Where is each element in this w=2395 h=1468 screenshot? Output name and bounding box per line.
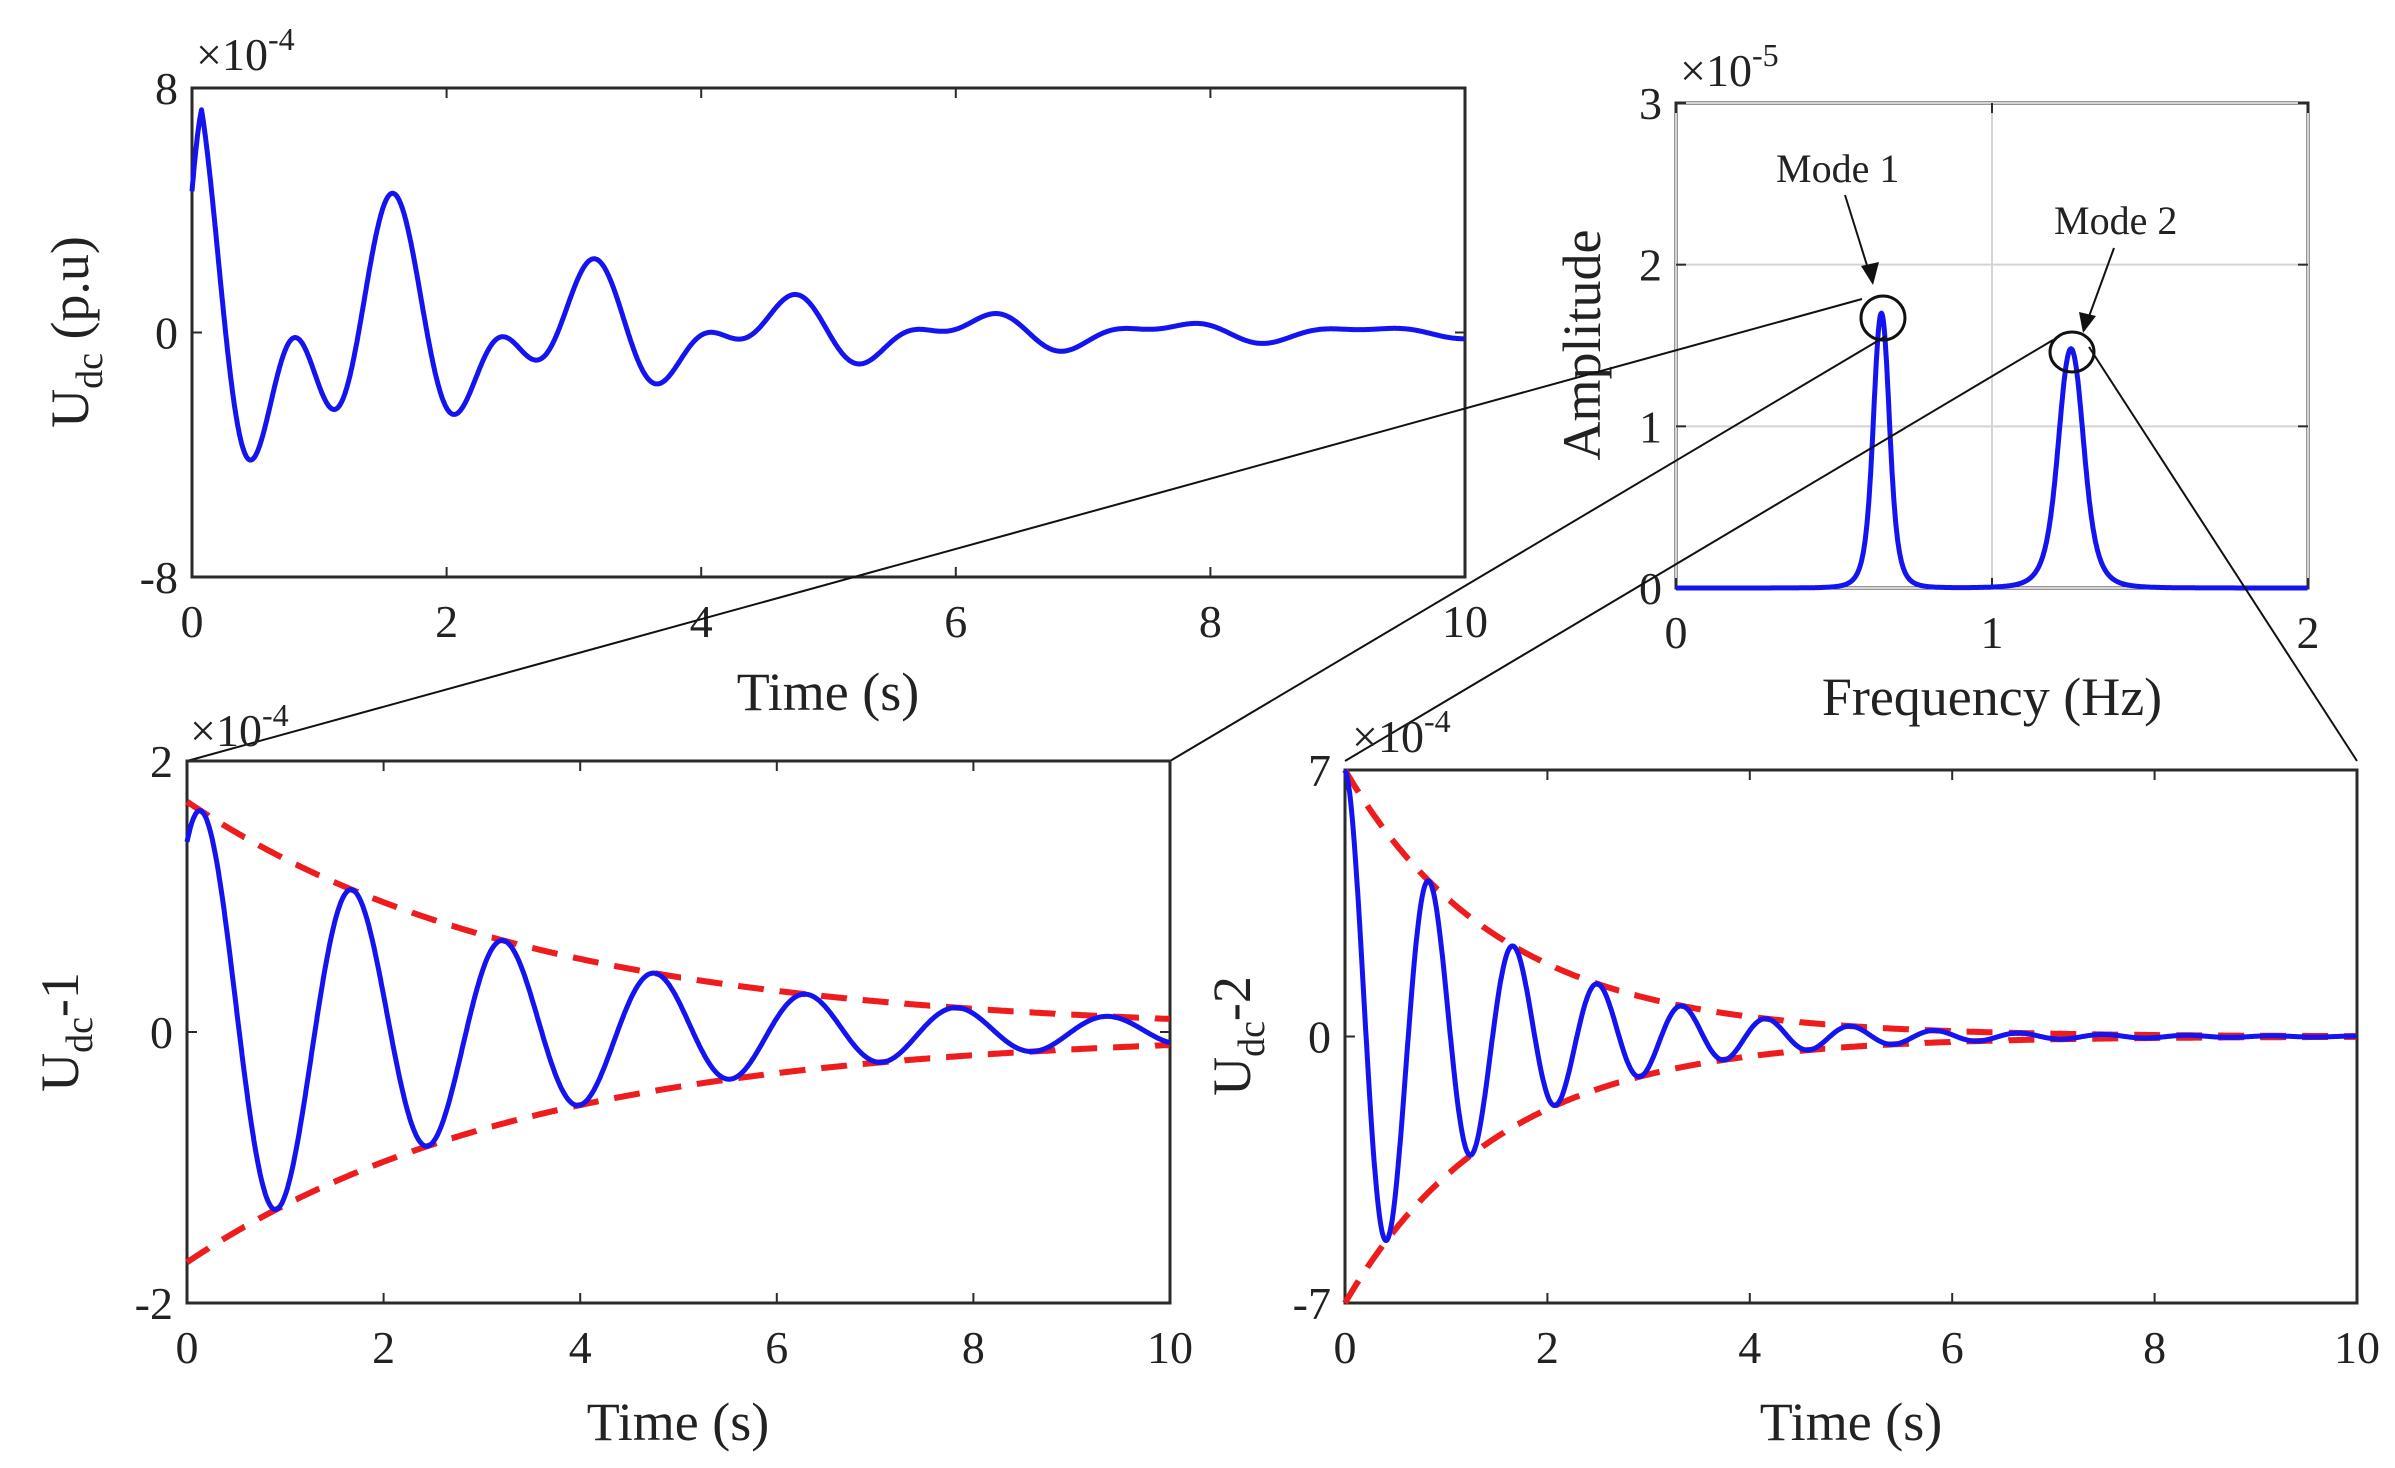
- mode2-xtick-label: 8: [2143, 1322, 2166, 1373]
- spectrum-signal-line: [1674, 310, 2310, 591]
- mode2-xtick-label: 6: [1941, 1322, 1964, 1373]
- time-domain-xtick-label: 0: [181, 596, 204, 647]
- mode1-ytick-label: -2: [135, 1278, 173, 1329]
- mode2-circle-marker: [2048, 330, 2096, 374]
- mode1-exponent: ×10-4: [190, 697, 289, 756]
- mode2-zoom-line-right: [2088, 346, 2358, 762]
- mode2-arrowhead-icon: [2079, 312, 2096, 333]
- spectrum-ytick-label: 0: [1639, 563, 1662, 614]
- mode1-axes-box: [185, 759, 1172, 1305]
- spectrum-exponent: ×10-5: [1680, 37, 1779, 96]
- mode1-xtick-label: 4: [569, 1322, 592, 1373]
- mode1-zoom-line-right: [1169, 335, 1887, 762]
- mode2-panel: ×10-4 0 2 4 6 8 10 70-7 Time (s) Udc-2: [1202, 703, 2380, 1452]
- mode1-zoom-line-left: [186, 298, 1863, 762]
- mode1-arrowhead-icon: [1861, 262, 1879, 285]
- mode1-xtick-label: 10: [1147, 1322, 1193, 1373]
- mode2-ytick-label: 0: [1308, 1012, 1331, 1063]
- mode2-xtick-label: 4: [1738, 1322, 1761, 1373]
- mode2-signal-line: [1342, 768, 2359, 1243]
- time-domain-ytick-label: 0: [155, 308, 178, 359]
- zoom-connectors: [186, 298, 2358, 762]
- mode2-lower-envelope: [1342, 1033, 2357, 1305]
- mode2-ytick-label: -7: [1293, 1278, 1331, 1329]
- time-domain-panel: ×10-4 0 2 4 6 8 10 80-8 Time (s) Udc (p.u): [40, 21, 1488, 722]
- mode2-xlabel: Time (s): [1760, 1392, 1943, 1452]
- mode1-label: Mode 1: [1776, 146, 1899, 191]
- mode1-xtick-label: 6: [765, 1322, 788, 1373]
- mode1-lower-envelope: [185, 1042, 1170, 1265]
- spectrum-ytick-label: 2: [1639, 240, 1662, 291]
- mode1-panel: ×10-4 0 2 4 6 8 10 20-2 Time (s) Udc-1: [30, 697, 1193, 1452]
- mode1-signal-line: [184, 808, 1172, 1212]
- mode2-exponent: ×10-4: [1352, 703, 1451, 762]
- mode2-xtick-label: 2: [1536, 1322, 1559, 1373]
- time-domain-exponent: ×10-4: [196, 21, 295, 80]
- time-domain-ylabel: Udc (p.u): [40, 236, 111, 428]
- spectrum-xlabel: Frequency (Hz): [1822, 667, 2162, 727]
- mode1-xtick-label: 0: [176, 1322, 199, 1373]
- spectrum-ytick-label: 3: [1639, 78, 1662, 129]
- mode2-zoom-line-left: [1344, 339, 2054, 762]
- mode1-ytick-label: 2: [150, 736, 173, 787]
- mode2-ylabel: Udc-2: [1202, 976, 1273, 1096]
- time-domain-xtick-label: 2: [435, 596, 458, 647]
- mode1-xtick-label: 2: [372, 1322, 395, 1373]
- mode1-ytick-label: 0: [150, 1007, 173, 1058]
- time-domain-ytick-label: -8: [140, 552, 178, 603]
- mode2-label: Mode 2: [2054, 198, 2177, 243]
- time-domain-ytick-label: 8: [155, 63, 178, 114]
- spectrum-xtick-label: 1: [1981, 607, 2004, 658]
- time-domain-xtick-label: 6: [944, 596, 967, 647]
- mode1-xlabel: Time (s): [587, 1392, 770, 1452]
- mode1-xtick-label: 8: [962, 1322, 985, 1373]
- time-domain-xtick-label: 10: [1442, 596, 1488, 647]
- mode1-circle-marker: [1859, 294, 1907, 342]
- mode2-xtick-label: 10: [2334, 1322, 2380, 1373]
- mode1-upper-envelope: [185, 799, 1170, 1022]
- time-domain-signal-line: [189, 107, 1467, 463]
- mode1-ylabel: Udc-1: [30, 972, 101, 1092]
- spectrum-ytick-label: 1: [1639, 401, 1662, 452]
- mode2-ytick-label: 7: [1308, 745, 1331, 796]
- spectrum-ylabel: Amplitude: [1552, 230, 1612, 461]
- mode2-xtick-label: 0: [1334, 1322, 1357, 1373]
- time-domain-xtick-label: 8: [1199, 596, 1222, 647]
- time-domain-xlabel: Time (s): [737, 662, 920, 722]
- spectrum-xtick-label: 2: [2297, 607, 2320, 658]
- time-domain-xtick-label: 4: [690, 596, 713, 647]
- spectrum-xtick-label: 0: [1665, 607, 1688, 658]
- mode1-pointer-arrow: [1844, 194, 1871, 276]
- mode2-pointer-arrow: [2086, 247, 2115, 323]
